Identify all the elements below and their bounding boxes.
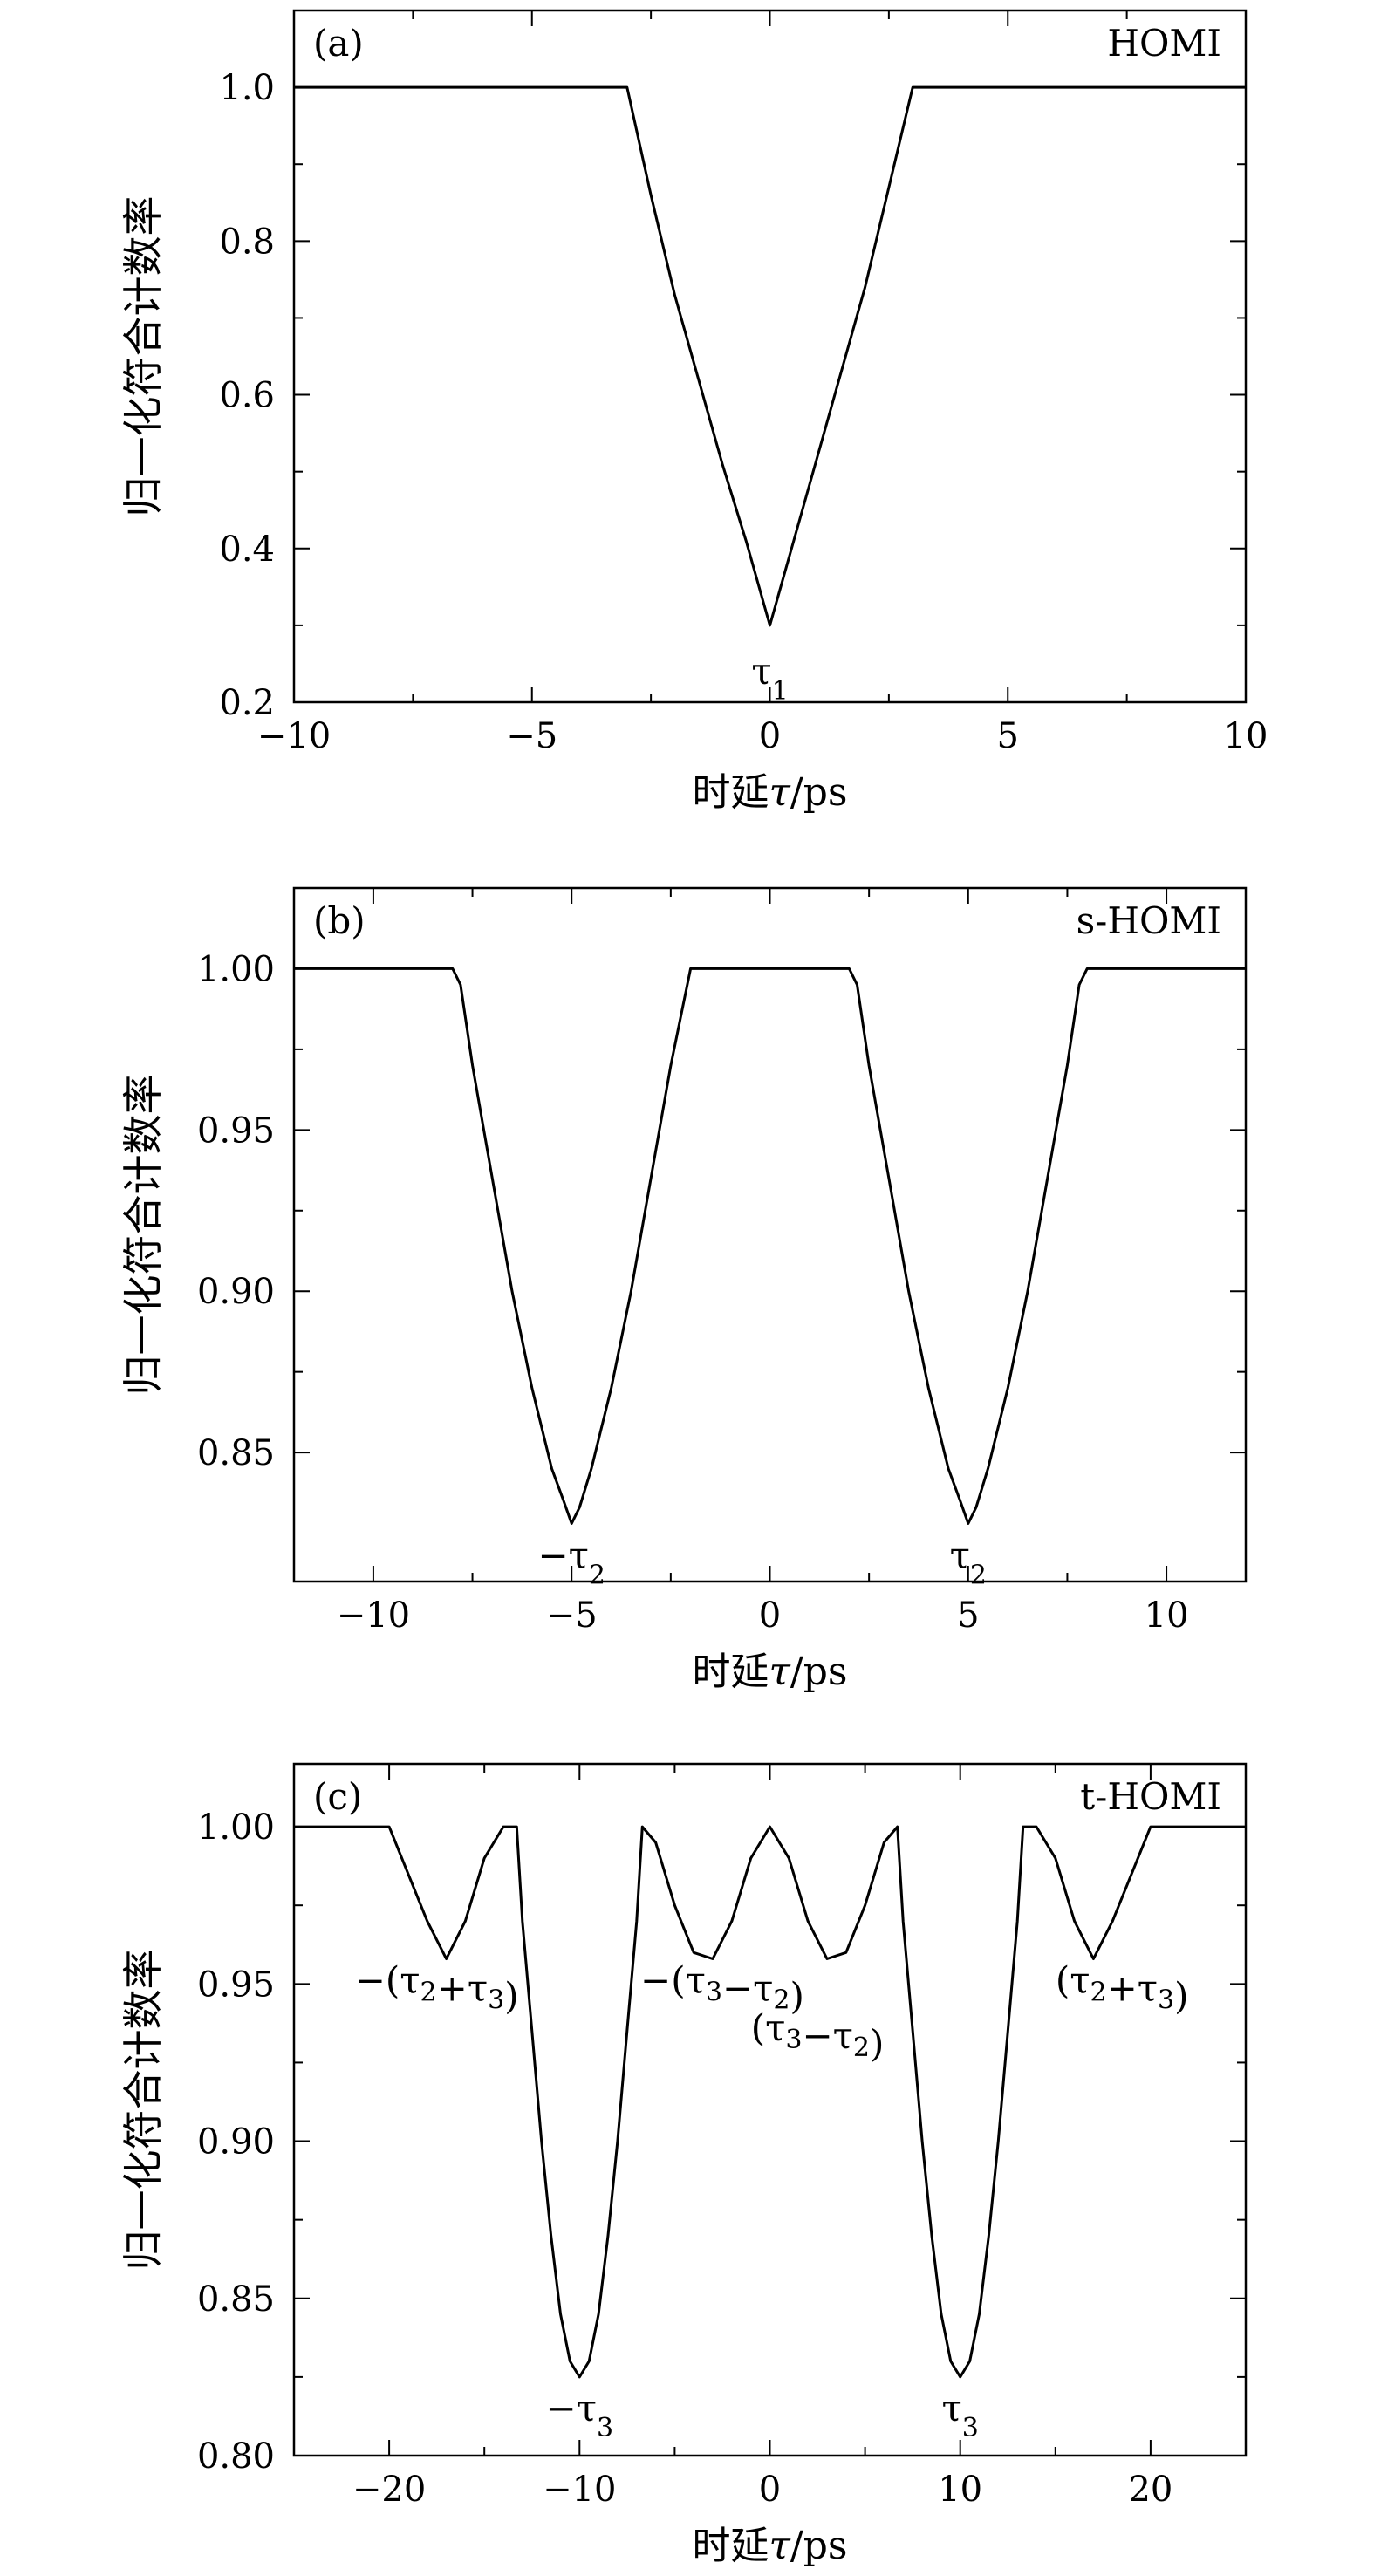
x-axis-label-unit: /ps	[790, 2524, 848, 2568]
y-tick-label: 0.85	[197, 2279, 275, 2320]
plot-frame	[292, 9, 1248, 704]
y-tick-label: 1.0	[219, 68, 275, 108]
x-axis-label: 时延τ/ps	[693, 770, 848, 815]
x-axis-label-prefix: 时延	[693, 770, 769, 815]
peak-annotation: τ1	[751, 650, 788, 707]
y-tick-label: 0.2	[219, 683, 275, 723]
legend-label: t-HOMI	[1080, 1775, 1221, 1818]
x-tick-label: 5	[957, 1595, 979, 1636]
x-tick-label: 0	[759, 2470, 781, 2510]
x-tick-label: 0	[759, 716, 781, 756]
x-axis-label: 时延τ/ps	[693, 1650, 848, 1694]
peak-annotation: −(τ2+τ3)	[355, 1959, 519, 2018]
peak-annotation: (τ3−τ2)	[751, 2006, 885, 2065]
peak-annotation: −(τ3−τ2)	[640, 1959, 804, 2018]
y-axis-label: 归一化符合计数率	[120, 1950, 167, 2271]
x-tick-label: −10	[257, 716, 331, 756]
x-tick-label: −20	[352, 2470, 426, 2510]
chart-panel: −10 −5 0 5 10 0.85 0.90 0.95 1.00 (b) s-HOMI −τ2 τ2 时…	[120, 886, 1248, 1694]
y-tick-label: 1.00	[197, 1807, 275, 1848]
peak-annotation: τ2	[950, 1534, 987, 1590]
x-tick-label: 5	[997, 716, 1019, 756]
series-line	[294, 85, 1246, 627]
x-tick-label: −5	[546, 1595, 598, 1636]
peak-annotation: −τ2	[537, 1534, 605, 1590]
chart-panel: −20 −10 0 10 20 0.80 0.85 0.90 0.95 1.00 (c) t-HOMI…	[120, 1762, 1248, 2568]
series-line	[294, 967, 1246, 1525]
legend-label: s-HOMI	[1077, 899, 1221, 942]
peak-annotation: −τ3	[546, 2387, 614, 2443]
legend-label: HOMI	[1107, 22, 1221, 65]
x-tick-label: 10	[1224, 716, 1268, 756]
panel-tag: (c)	[313, 1775, 362, 1818]
y-tick-label: 0.95	[197, 1110, 275, 1151]
x-tick-label: 10	[1145, 1595, 1189, 1636]
peak-annotation: (τ2+τ3)	[1056, 1959, 1189, 2018]
y-axis-label: 归一化符合计数率	[120, 1075, 167, 1396]
panel-tag: (b)	[313, 899, 366, 942]
x-axis-label-symbol: τ	[769, 1650, 791, 1694]
x-tick-label: 10	[938, 2470, 982, 2510]
x-axis-label-symbol: τ	[769, 2524, 791, 2568]
peak-annotation: τ3	[942, 2387, 979, 2443]
y-tick-label: 0.4	[219, 530, 275, 570]
x-axis-label: 时延τ/ps	[693, 2524, 848, 2568]
y-tick-label: 0.6	[219, 376, 275, 416]
plot-frame	[292, 1762, 1248, 2457]
y-tick-label: 0.90	[197, 1272, 275, 1312]
x-axis-label-unit: /ps	[790, 1650, 848, 1694]
chart-panel: −10 −5 0 5 10 0.2 0.4 0.6 0.8 1.0 (a) HOMI τ1 时延τ/ps 归…	[120, 9, 1268, 815]
x-tick-label: 20	[1128, 2470, 1172, 2510]
x-tick-label: 0	[759, 1595, 781, 1636]
y-tick-label: 0.95	[197, 1964, 275, 2005]
plot-frame	[292, 886, 1248, 1583]
y-tick-label: 0.85	[197, 1433, 275, 1473]
x-axis-label-symbol: τ	[769, 770, 791, 815]
panel-tag: (a)	[313, 22, 364, 65]
y-tick-label: 1.00	[197, 949, 275, 989]
x-tick-label: −5	[506, 716, 557, 756]
y-axis-label: 归一化符合计数率	[120, 196, 167, 517]
x-tick-label: −10	[337, 1595, 410, 1636]
x-axis-label-prefix: 时延	[693, 1650, 769, 1694]
series-line	[294, 1825, 1246, 2379]
x-tick-label: −10	[543, 2470, 616, 2510]
x-axis-label-prefix: 时延	[693, 2524, 769, 2568]
y-tick-label: 0.90	[197, 2122, 275, 2163]
y-tick-label: 0.8	[219, 222, 275, 262]
x-axis-label-unit: /ps	[790, 770, 848, 815]
y-tick-label: 0.80	[197, 2436, 275, 2477]
